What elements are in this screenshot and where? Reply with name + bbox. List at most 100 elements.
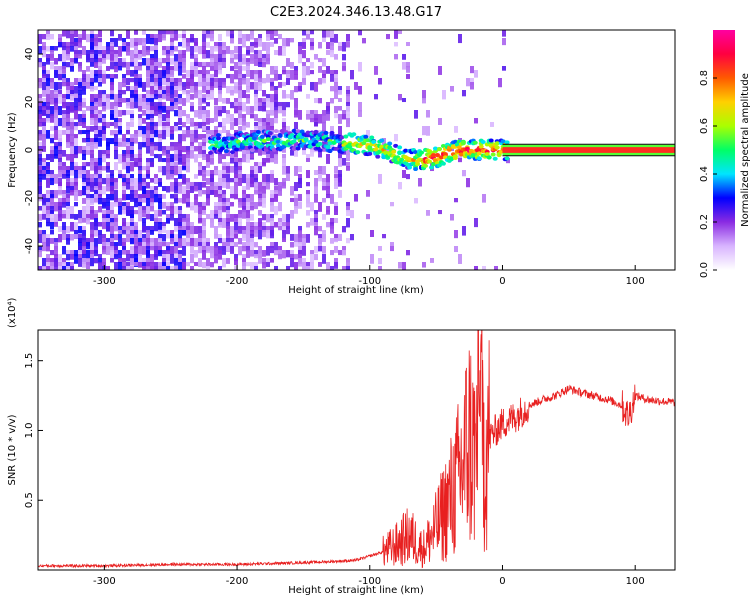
heatmap-cell	[42, 34, 46, 40]
heatmap-cell	[214, 126, 218, 132]
heatmap-cell	[210, 82, 214, 88]
heatmap-cell	[282, 230, 286, 240]
heatmap-cell	[470, 78, 474, 85]
heatmap-cell	[38, 182, 42, 190]
heatmap-cell	[206, 246, 210, 254]
heatmap-cell	[62, 118, 66, 128]
snr-series-line	[38, 330, 675, 569]
heatmap-cell	[310, 202, 314, 212]
heatmap-cell	[82, 210, 86, 220]
heatmap-cell	[118, 126, 122, 134]
snr-y-label: SNR (10 * v/v)	[7, 414, 18, 485]
heatmap-cell	[246, 262, 250, 267]
heatmap-cell	[114, 94, 118, 104]
heatmap-cell	[66, 198, 70, 203]
heatmap-cell	[38, 106, 42, 112]
ridge-blob	[255, 141, 261, 146]
heatmap-cell	[178, 258, 182, 265]
heatmap-cell	[46, 210, 50, 216]
heatmap-cell	[46, 46, 50, 52]
heatmap-cell	[186, 114, 190, 121]
heatmap-cell	[50, 238, 54, 244]
heatmap-cell	[190, 146, 194, 154]
heatmap-cell	[218, 174, 222, 180]
heatmap-cell	[94, 118, 98, 128]
heatmap-cell	[198, 62, 202, 68]
heatmap-cell	[66, 266, 70, 270]
heatmap-cell	[146, 250, 150, 257]
heatmap-cell	[110, 74, 114, 80]
heatmap-cell	[278, 218, 282, 226]
heatmap-cell	[86, 142, 90, 149]
heatmap-cell	[222, 162, 226, 170]
heatmap-cell	[206, 62, 210, 68]
heatmap-cell	[266, 262, 270, 267]
ridge-blob	[373, 147, 379, 152]
heatmap-cell	[46, 154, 50, 161]
heatmap-cell	[118, 170, 122, 178]
heatmap-cell	[206, 266, 210, 270]
heatmap-cell	[162, 210, 166, 215]
heatmap-cell	[290, 234, 294, 241]
heatmap-cell	[222, 190, 226, 195]
heatmap-cell	[294, 206, 298, 214]
heatmap-cell	[114, 178, 118, 183]
ridge-blob	[259, 134, 265, 139]
heatmap-cell	[258, 106, 262, 112]
heatmap-cell	[134, 154, 138, 159]
heatmap-cell	[114, 222, 118, 232]
heatmap-cell	[334, 114, 338, 119]
heatmap-cell	[254, 102, 258, 111]
heatmap-cell	[270, 258, 274, 263]
ridge-blob	[365, 138, 371, 143]
heatmap-cell	[214, 98, 218, 106]
ridge-blob	[239, 145, 245, 150]
heatmap-cell	[234, 86, 238, 94]
heatmap-cell	[122, 238, 126, 246]
heatmap-cell	[326, 222, 330, 228]
heatmap-cell	[278, 254, 282, 260]
heatmap-cell	[174, 62, 178, 72]
heatmap-cell	[90, 54, 94, 59]
heatmap-cell	[46, 114, 50, 121]
heatmap-cell	[298, 54, 302, 64]
heatmap-cell	[326, 50, 330, 55]
heatmap-cell	[246, 246, 250, 252]
heatmap-cell	[210, 118, 214, 123]
heatmap-cell	[266, 114, 270, 122]
heatmap-cell	[130, 50, 134, 59]
heatmap-cell	[122, 98, 126, 103]
heatmap-cell	[54, 130, 58, 140]
heatmap-cell	[222, 198, 226, 204]
heatmap-cell	[50, 138, 54, 144]
heatmap-cell	[114, 162, 118, 171]
heatmap-cell	[130, 154, 134, 162]
heatmap-cell	[342, 250, 346, 256]
heatmap-cell	[154, 50, 158, 60]
heatmap-cell	[274, 38, 278, 44]
heatmap-cell	[106, 194, 110, 199]
heatmap-cell	[194, 262, 198, 267]
heatmap-cell	[98, 182, 102, 188]
heatmap-cell	[238, 174, 242, 180]
heatmap-cell	[170, 206, 174, 216]
heatmap-cell	[158, 210, 162, 217]
heatmap-cell	[150, 94, 154, 102]
heatmap-cell	[58, 90, 62, 97]
ridge-blob	[295, 129, 301, 134]
ridge-blob	[363, 134, 369, 139]
heatmap-cell	[102, 250, 106, 255]
heatmap-cell	[254, 250, 258, 256]
heatmap-cell	[506, 158, 510, 164]
heatmap-cell	[214, 170, 218, 175]
heatmap-cell	[102, 94, 106, 103]
heatmap-cell	[366, 130, 370, 140]
heatmap-cell	[154, 246, 158, 254]
heatmap-cell	[94, 214, 98, 222]
heatmap-cell	[134, 86, 138, 91]
heatmap-cell	[122, 38, 126, 46]
heatmap-cell	[310, 250, 314, 255]
heatmap-cell	[194, 126, 198, 134]
heatmap-cell	[242, 202, 246, 210]
heatmap-cell	[202, 182, 206, 188]
